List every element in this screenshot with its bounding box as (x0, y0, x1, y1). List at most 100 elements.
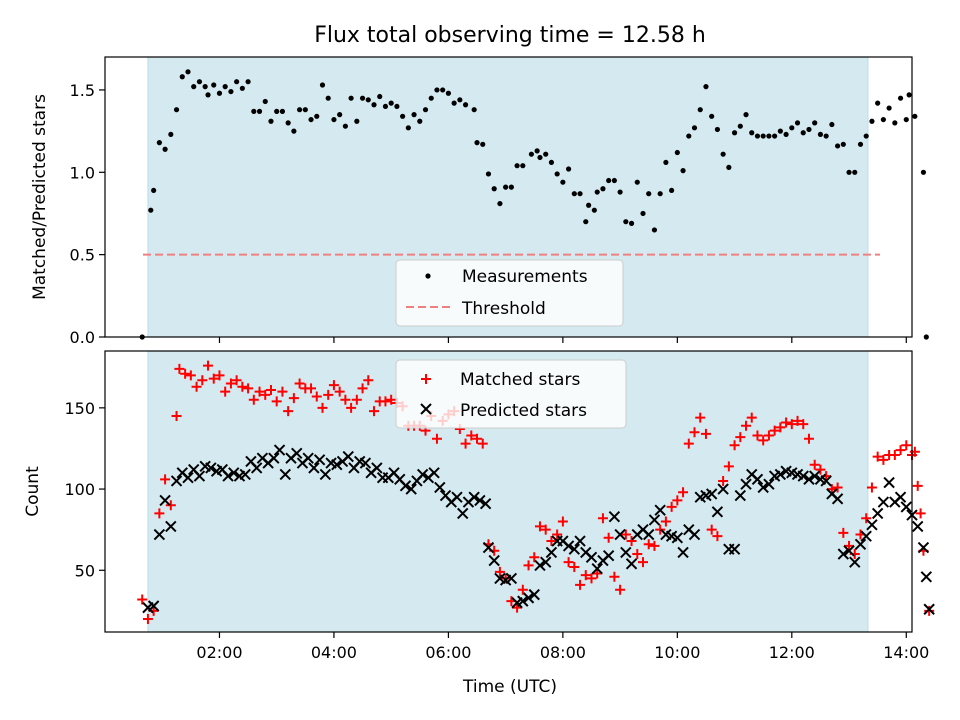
predicted-star-point (457, 507, 469, 520)
matched-star-point (752, 430, 763, 441)
matched-star-point (689, 427, 700, 438)
matched-star-point (769, 425, 780, 436)
matched-star-point (243, 383, 254, 394)
measurement-point (156, 140, 162, 146)
x-tick-label: 10:00 (654, 643, 700, 662)
predicted-star-point (728, 543, 741, 555)
matched-star-point (649, 540, 660, 551)
x-tick-label: 14:00 (883, 643, 929, 662)
matched-star-point (237, 381, 248, 392)
predicted-star-point (654, 504, 666, 516)
matched-star-point (866, 482, 877, 493)
matched-star-point (160, 474, 171, 485)
matched-star-point (672, 495, 683, 506)
predicted-star-point (319, 468, 332, 481)
matched-star-point (317, 402, 328, 413)
top-y-ticks: 0.0 0.5 1.0 1.5 (70, 81, 105, 347)
predicted-star-point (302, 452, 314, 464)
measurement-point (514, 163, 520, 169)
matched-star-point (620, 529, 631, 540)
measurement-point (623, 219, 629, 225)
matched-star-point (586, 573, 597, 584)
matched-star-point (466, 430, 477, 441)
predicted-star-point (574, 535, 586, 547)
measurement-point (594, 189, 600, 195)
matched-star-point (838, 527, 849, 538)
top-legend: Measurements Threshold (395, 259, 624, 327)
measurement-point (262, 98, 268, 105)
predicted-star-point (717, 483, 729, 495)
measurement-point (537, 154, 543, 161)
predicted-star-point (837, 548, 850, 560)
measurement-point (388, 100, 394, 106)
predicted-star-point (831, 493, 844, 505)
measurement-point (222, 84, 228, 90)
predicted-star-point (734, 489, 747, 502)
predicted-star-point (359, 457, 372, 469)
measurement-point (789, 125, 795, 131)
chart-title: Flux total observing time = 12.58 h (314, 23, 706, 48)
matched-star-point (809, 459, 820, 470)
measurement-point (185, 69, 191, 75)
matched-star-point (472, 433, 483, 444)
measurement-point (806, 126, 812, 133)
matched-star-point (901, 440, 912, 451)
measurement-point (766, 133, 772, 139)
measurement-point (451, 100, 457, 106)
matched-star-point (632, 549, 643, 560)
matched-star-point (580, 570, 591, 581)
predicted-star-point (468, 491, 480, 503)
matched-star-point (552, 529, 563, 540)
predicted-star-point (608, 510, 621, 523)
measurement-point (869, 118, 875, 124)
measurement-point (428, 95, 434, 101)
matched-star-point (294, 378, 305, 389)
measurement-point (565, 166, 572, 172)
matched-star-point (142, 614, 153, 625)
measurement-point (434, 87, 440, 93)
predicted-star-point (894, 491, 907, 503)
measurement-point (880, 116, 886, 123)
measurement-point (405, 125, 411, 131)
matched-star-point (288, 393, 299, 404)
measurement-point (923, 334, 929, 340)
predicted-star-point (562, 540, 575, 552)
matched-star-point (889, 449, 900, 460)
predicted-star-point (797, 470, 809, 482)
measurement-point (497, 200, 503, 207)
matched-star-point (815, 464, 826, 475)
measurement-point (892, 120, 898, 126)
predicted-star-point (545, 546, 558, 559)
measurement-point (211, 82, 217, 88)
predicted-star-point (250, 462, 263, 474)
predicted-star-point (331, 458, 343, 471)
matched-star-point (844, 540, 855, 551)
measurement-point (617, 189, 623, 195)
matched-star-point (171, 410, 182, 421)
predicted-star-point (740, 478, 752, 490)
predicted-star-point (505, 572, 518, 585)
matched-star-point (357, 383, 368, 394)
matched-star-point (798, 419, 809, 430)
measurement-point (852, 169, 858, 175)
bottom-axes-frame (104, 350, 913, 633)
matched-star-point (271, 396, 282, 407)
matched-star-point (248, 394, 259, 405)
matched-star-point (912, 480, 923, 491)
y-tick-label: 50 (75, 561, 95, 580)
measurement-point (720, 151, 726, 157)
matched-star-point (592, 568, 603, 579)
measurement-point (586, 202, 592, 208)
measurement-point (302, 107, 308, 113)
predicted-star-point (643, 528, 655, 541)
measurement-point (823, 133, 829, 139)
measurement-point (268, 118, 274, 124)
predicted-star-point (763, 478, 775, 490)
predicted-star-point (428, 467, 440, 479)
predicted-star-point (820, 475, 832, 487)
measurement-point (606, 177, 612, 184)
measurement-point (726, 164, 732, 170)
measurement-point (912, 113, 918, 119)
measurement-point (205, 92, 211, 98)
predicted-star-point (614, 528, 626, 541)
